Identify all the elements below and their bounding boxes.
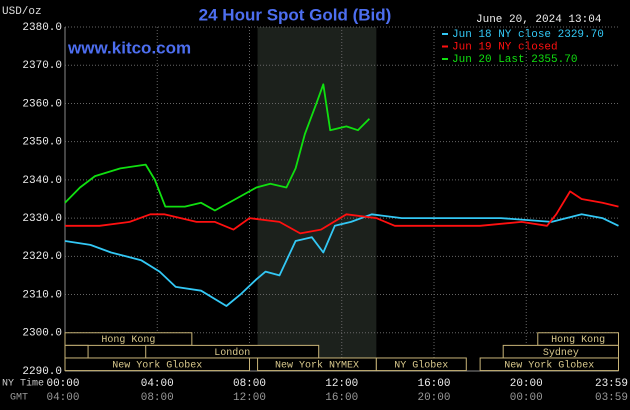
session-label: Hong Kong [551,335,605,346]
session-label: New York Globex [504,359,594,371]
session-box [64,332,193,346]
x-tick-label: 16:00 [417,378,450,390]
x-row-label: NY Time [2,378,44,390]
x2-tick-label: 12:00 [233,392,266,404]
timestamp: June 20, 2024 13:04 [476,14,602,26]
y-tick-label: 2370.0 [22,60,62,72]
session-label: Hong Kong [101,335,155,346]
legend-label: Jun 20 Last 2355.70 [452,54,577,66]
y-tick-label: 2310.0 [22,289,62,301]
x2-tick-label: 04:00 [46,392,79,404]
y-tick-label: 2300.0 [22,328,62,340]
chart-title: 24 Hour Spot Gold (Bid) [199,5,392,24]
y-tick-label: 2350.0 [22,137,62,149]
unit-label: USD/oz [2,6,42,18]
legend-label: Jun 18 NY close 2329.70 [452,29,604,41]
session-label: London [214,347,250,359]
session-box [64,357,250,372]
y-tick-label: 2380.0 [22,22,62,34]
y-tick-label: 2290.0 [22,366,62,378]
y-tick-label: 2330.0 [22,213,62,225]
x2-tick-label: 03:59 [595,392,628,404]
session-label: New York Globex [112,359,202,371]
series-line [64,213,619,307]
x-tick-label: 04:00 [141,378,174,390]
x-tick-label: 20:00 [510,378,543,390]
x2-row-label: GMT [10,393,28,404]
y-tick-label: 2320.0 [22,251,62,263]
highlight-band [257,27,377,371]
site-label: www.kitco.com [67,38,191,57]
x-tick-label: 08:00 [233,378,266,390]
session-label: New York NYMEX [275,359,359,371]
session-label: NY Globex [394,359,448,371]
legend-label: Jun 19 NY closed [452,41,558,53]
x-tick-label: 00:00 [46,378,79,390]
series-line [65,190,619,235]
session-label: Sydney [543,347,579,359]
x-tick-label: 12:00 [325,378,358,390]
session-box [479,357,619,372]
y-tick-label: 2360.0 [22,98,62,110]
x2-tick-label: 16:00 [325,392,358,404]
session-box [64,344,89,359]
x2-tick-label: 20:00 [417,392,450,404]
series-line [64,83,371,212]
x-tick-label: 23:59 [595,378,628,390]
session-box [375,357,467,372]
y-tick-label: 2340.0 [22,175,62,187]
x2-tick-label: 08:00 [141,392,174,404]
x2-tick-label: 00:00 [510,392,543,404]
